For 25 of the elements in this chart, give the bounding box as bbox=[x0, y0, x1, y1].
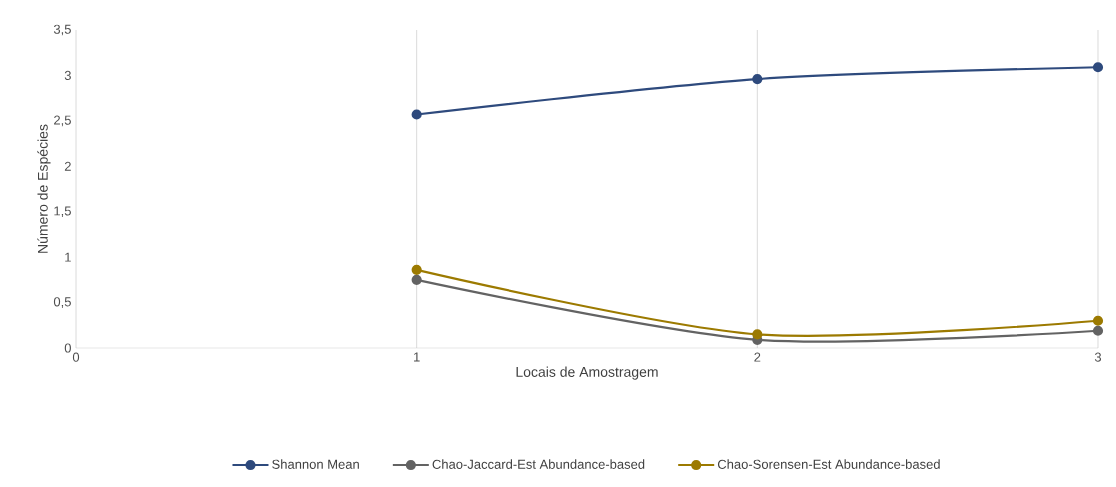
y-tick-label: 0 bbox=[64, 343, 71, 353]
y-tick-label: 1,5 bbox=[54, 206, 71, 218]
x-tick-label: 0 bbox=[72, 352, 80, 362]
point bbox=[411, 109, 422, 120]
x-axis-title: Locais de Amostragem bbox=[516, 366, 658, 380]
point bbox=[1092, 315, 1104, 326]
y-tick-label: 1 bbox=[65, 252, 71, 262]
x-tick-label: 3 bbox=[1094, 352, 1102, 362]
x-tick-label: 1 bbox=[414, 352, 420, 362]
point bbox=[411, 264, 422, 275]
y-tick-label: 2,5 bbox=[54, 115, 71, 127]
y-tick-label: 3,5 bbox=[53, 24, 71, 36]
point bbox=[752, 329, 763, 340]
legend-label: Chao-Jaccard-Est Abundance-based bbox=[432, 459, 645, 469]
y-tick-label: 2 bbox=[64, 161, 71, 171]
point bbox=[1092, 62, 1104, 73]
point bbox=[752, 73, 763, 85]
y-tick-label: 3 bbox=[64, 70, 71, 81]
x-tick-label: 2 bbox=[754, 352, 761, 362]
point bbox=[1092, 325, 1104, 336]
point bbox=[411, 274, 422, 285]
y-axis-title: Número de Espécies bbox=[37, 124, 51, 253]
y-tick-label: 0,5 bbox=[53, 297, 71, 308]
legend-label: Chao-Sorensen-Est Abundance-based bbox=[717, 459, 940, 469]
legend-label: Shannon Mean bbox=[272, 459, 359, 469]
